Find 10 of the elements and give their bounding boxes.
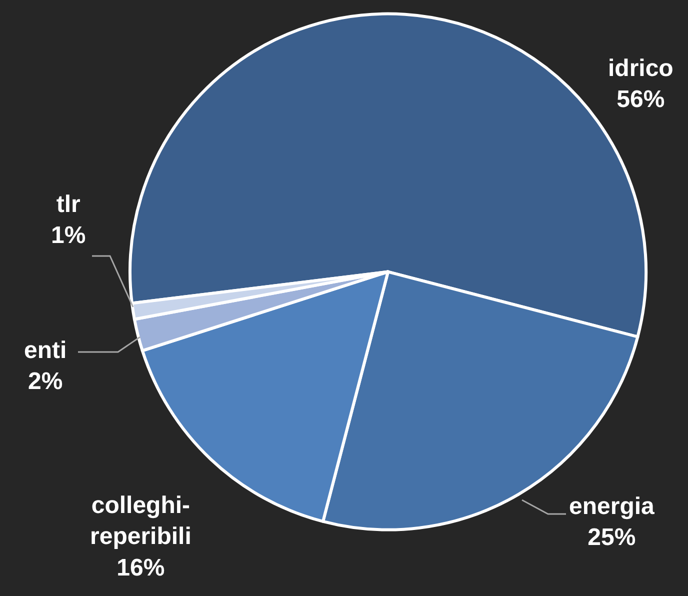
data-label: 16%: [116, 554, 165, 582]
slice-label: enti: [24, 337, 67, 364]
data-label: 2%: [28, 368, 63, 396]
slice-label: idrico: [608, 55, 674, 82]
data-label: 56%: [616, 86, 665, 114]
slice-label: tlr: [56, 191, 80, 218]
data-label: 25%: [588, 524, 636, 552]
slice-label: colleghi-reperibili: [90, 492, 192, 550]
data-label: 1%: [51, 222, 86, 250]
slice-label: energia: [569, 493, 656, 520]
